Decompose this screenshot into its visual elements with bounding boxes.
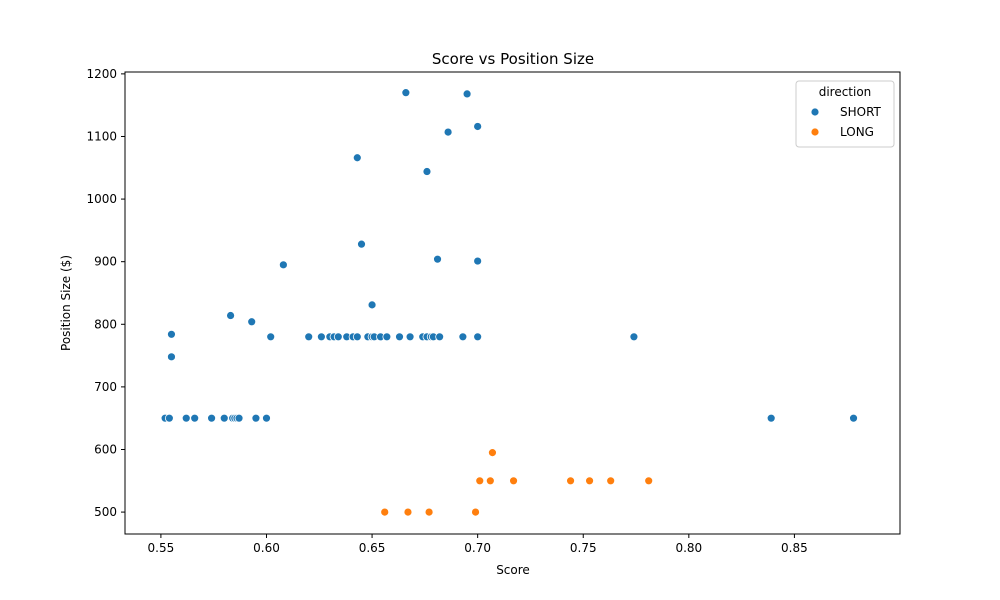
y-tick-label: 900	[94, 255, 117, 269]
x-axis-label: Score	[496, 563, 530, 577]
legend-marker-short	[810, 107, 820, 117]
plot-area	[160, 88, 858, 517]
x-tick-label: 0.75	[570, 541, 597, 555]
data-point-short	[443, 127, 453, 137]
data-point-short	[352, 153, 362, 163]
data-point-short	[405, 332, 415, 342]
data-point-long	[509, 476, 518, 486]
data-point-short	[164, 413, 174, 423]
data-point-short	[247, 317, 257, 327]
data-point-short	[262, 413, 271, 423]
data-point-short	[629, 332, 639, 342]
legend-box	[795, 80, 895, 148]
data-point-short	[167, 329, 176, 339]
data-point-short	[219, 413, 229, 423]
data-point-short	[333, 332, 343, 342]
data-point-short	[422, 167, 432, 176]
y-tick-label: 800	[94, 317, 117, 331]
legend-label-short: SHORT	[840, 105, 882, 119]
x-tick-label: 0.70	[464, 541, 491, 555]
data-point-short	[382, 332, 392, 342]
data-point-long	[471, 507, 480, 517]
y-tick-label: 1200	[86, 67, 117, 81]
data-point-long	[606, 476, 616, 486]
data-point-short	[266, 332, 276, 342]
x-tick-label: 0.60	[253, 541, 280, 555]
data-point-short	[278, 260, 288, 270]
x-tick-label: 0.55	[148, 541, 175, 555]
data-point-short	[304, 332, 314, 342]
data-point-short	[433, 254, 442, 264]
data-point-short	[395, 332, 404, 342]
data-point-long	[424, 507, 434, 517]
legend-label-long: LONG	[840, 125, 874, 139]
data-point-long	[403, 507, 413, 517]
legend: direction SHORT LONG	[795, 80, 895, 148]
data-point-short	[473, 332, 483, 342]
data-point-short	[367, 300, 377, 310]
data-point-short	[401, 88, 411, 98]
legend-title: direction	[819, 85, 872, 99]
data-point-short	[766, 413, 776, 423]
x-tick-label: 0.85	[781, 541, 808, 555]
data-point-short	[226, 311, 235, 320]
data-point-short	[181, 413, 191, 423]
data-point-short	[435, 332, 445, 342]
data-point-short	[251, 413, 261, 423]
chart-title: Score vs Position Size	[432, 50, 594, 68]
data-point-short	[357, 239, 366, 249]
x-tick-label: 0.80	[675, 541, 702, 555]
data-point-long	[380, 507, 390, 517]
x-tick-label: 0.65	[359, 541, 386, 555]
y-tick-label: 1100	[86, 129, 117, 143]
y-axis-label: Position Size ($)	[59, 255, 73, 351]
y-tick-label: 600	[94, 442, 117, 456]
legend-marker-long	[810, 127, 820, 137]
y-tick-label: 500	[94, 505, 117, 519]
data-point-short	[462, 89, 472, 99]
data-point-long	[485, 476, 495, 486]
data-point-short	[473, 256, 483, 266]
data-point-short	[849, 413, 858, 423]
data-point-long	[475, 476, 485, 486]
data-point-short	[190, 413, 200, 423]
data-point-short	[316, 332, 326, 342]
data-point-short	[234, 413, 244, 423]
data-point-short	[207, 413, 216, 423]
data-point-long	[585, 476, 594, 486]
data-point-long	[644, 476, 654, 486]
data-point-long	[566, 476, 575, 486]
data-point-long	[488, 448, 497, 458]
data-point-short	[473, 122, 483, 131]
data-point-short	[352, 332, 362, 342]
y-tick-label: 1000	[86, 192, 117, 206]
data-point-short	[458, 332, 468, 342]
data-point-short	[167, 352, 176, 362]
plot-frame	[124, 71, 901, 535]
y-tick-label: 700	[94, 380, 117, 394]
